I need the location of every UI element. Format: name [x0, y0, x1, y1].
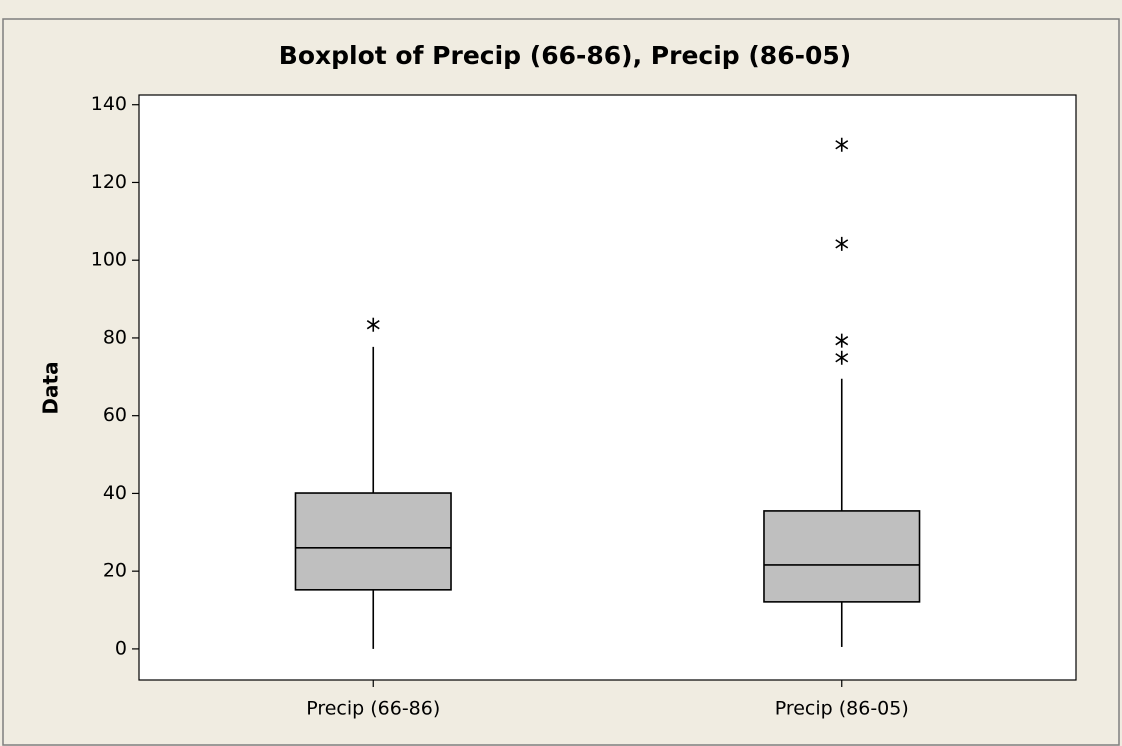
y-axis-label: Data [39, 361, 63, 414]
y-tick-label: 80 [103, 326, 127, 348]
plot-area [138, 94, 1077, 681]
box [763, 510, 921, 603]
outlier-stroke [835, 239, 849, 249]
box [294, 492, 452, 591]
y-tick-label: 100 [91, 249, 127, 271]
x-tick-label: Precip (66-86) [306, 698, 440, 720]
y-tick-label: 120 [91, 171, 127, 193]
y-tick-label: 0 [115, 637, 127, 659]
y-tick-label: 40 [103, 482, 127, 504]
y-tick-label: 140 [91, 93, 127, 115]
outlier [835, 350, 849, 365]
outlier-stroke [366, 320, 380, 330]
outlier [835, 236, 849, 251]
chart-title: Boxplot of Precip (66-86), Precip (86-05… [279, 41, 851, 70]
outlier-stroke [835, 353, 849, 363]
outlier [835, 137, 849, 152]
outlier-stroke [835, 335, 849, 346]
outlier [835, 333, 849, 348]
outlier-stroke [835, 140, 849, 150]
y-tick-label: 60 [103, 404, 127, 426]
x-tick-label: Precip (86-05) [775, 698, 909, 720]
y-tick-label: 20 [103, 560, 127, 582]
outlier [366, 317, 380, 332]
